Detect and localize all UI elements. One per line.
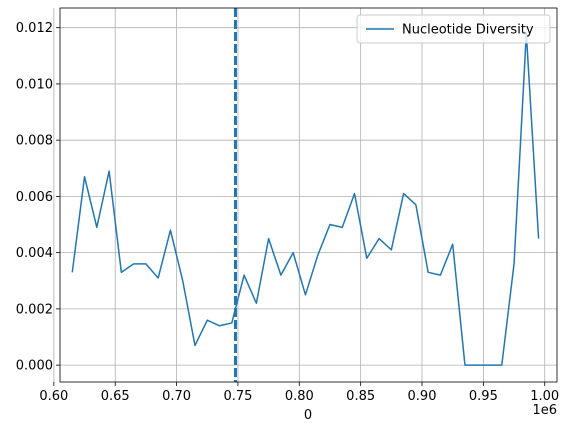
legend-label: Nucleotide Diversity [402, 23, 534, 38]
legend: Nucleotide Diversity [357, 15, 550, 43]
x-tick-label: 0.80 [285, 389, 314, 404]
x-tick-label: 0.90 [408, 389, 437, 404]
y-tick-label: 0.000 [16, 359, 53, 374]
y-tick-label: 0.004 [16, 246, 53, 261]
x-tick-label: 0.60 [39, 389, 68, 404]
x-tick-label: 0.75 [223, 389, 252, 404]
x-axis-offset-label: 1e6 [532, 403, 557, 418]
y-tick-label: 0.012 [16, 21, 53, 36]
y-tick-label: 0.008 [16, 134, 53, 149]
y-tick-label: 0.010 [16, 77, 53, 92]
x-tick-label: 1.00 [530, 389, 559, 404]
y-tick-label: 0.002 [16, 302, 53, 317]
plot-background [60, 8, 557, 382]
x-tick-label: 0.65 [101, 389, 130, 404]
x-tick-label: 0.95 [469, 389, 498, 404]
x-axis-label: 0 [304, 408, 312, 423]
x-tick-label: 0.85 [346, 389, 375, 404]
y-tick-label: 0.006 [16, 190, 53, 205]
x-tick-label: 0.70 [162, 389, 191, 404]
